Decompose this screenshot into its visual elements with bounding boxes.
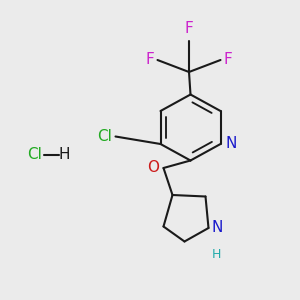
Text: F: F [224, 52, 232, 68]
Text: H: H [59, 147, 70, 162]
Text: O: O [147, 160, 159, 175]
Text: Cl: Cl [98, 129, 112, 144]
Text: Cl: Cl [27, 147, 42, 162]
Text: F: F [184, 21, 194, 36]
Text: H: H [211, 248, 221, 260]
Text: N: N [212, 220, 223, 236]
Text: N: N [226, 136, 237, 152]
Text: F: F [146, 52, 154, 68]
